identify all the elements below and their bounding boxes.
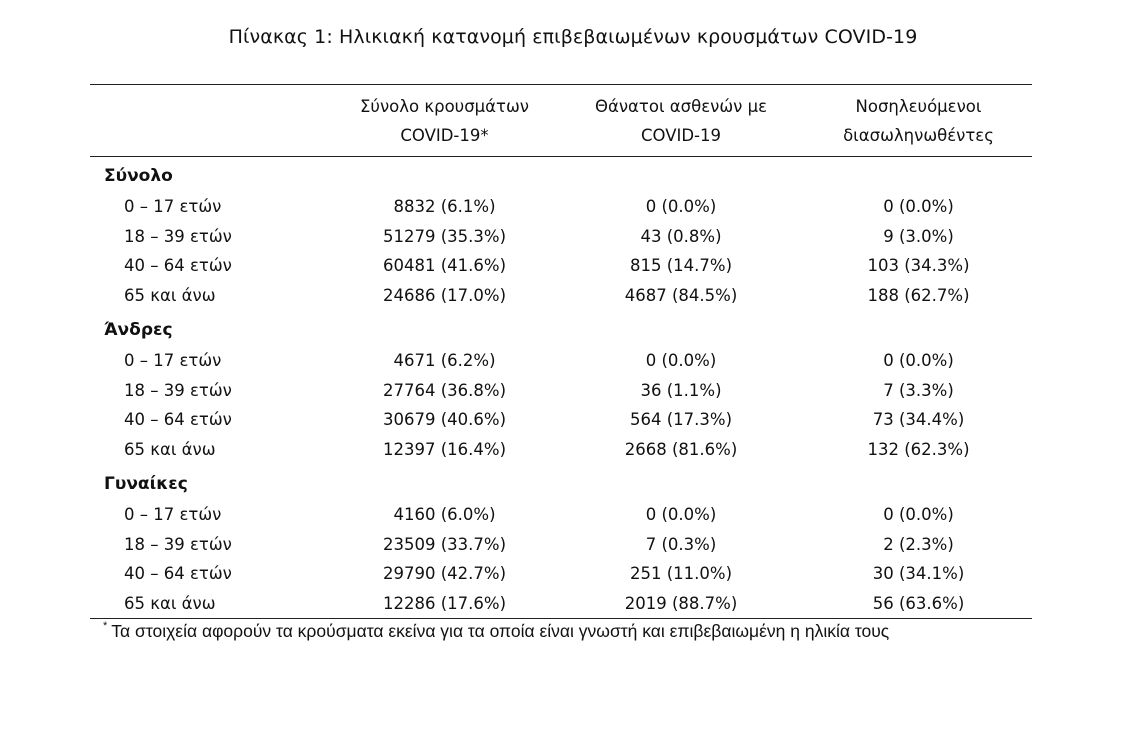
cases-cell: 8832 (6.1%)	[393, 197, 496, 216]
header-intubated-line1: Νοσηλευόμενοι	[855, 96, 982, 116]
deaths-cell: 43 (0.8%)	[640, 226, 722, 246]
header-deaths: Θάνατοι ασθενών με COVID-19	[557, 92, 805, 150]
age-distribution-table: Σύνολο κρουσμάτων COVID-19* Θάνατοι ασθε…	[90, 84, 1032, 619]
table-row: 18 – 39 ετών 27764 (36.8%) 36 (1.1%) 7 (3.3…	[90, 376, 1032, 406]
age-cell: 0 – 17 ετών	[124, 351, 222, 370]
age-cell: 40 – 64 ετών	[124, 410, 232, 429]
deaths-cell: 7 (0.3%)	[645, 534, 717, 554]
cases-cell: 30679 (40.6%)	[382, 410, 507, 429]
table-caption: Πίνακας 1: Ηλικιακή κατανομή επιβεβαιωμέ…	[228, 26, 918, 48]
cases-cell: 60481 (41.6%)	[382, 256, 507, 275]
header-total-cases: Σύνολο κρουσμάτων COVID-19*	[332, 92, 557, 150]
header-deaths-line1: Θάνατοι ασθενών με	[594, 96, 768, 116]
age-cell: 65 και άνω	[124, 439, 216, 459]
table-row: 0 – 17 ετών 4671 (6.2%) 0 (0.0%) 0 (0.0%)	[90, 346, 1032, 376]
footnote-text: Τα στοιχεία αφορούν τα κρούσματα εκείνα …	[111, 621, 890, 641]
deaths-cell: 564 (17.3%)	[629, 410, 733, 429]
intubated-cell: 0 (0.0%)	[883, 505, 954, 524]
header-total-cases-line1: Σύνολο κρουσμάτων	[359, 96, 530, 116]
deaths-cell: 815 (14.7%)	[629, 256, 733, 275]
intubated-cell: 2 (2.3%)	[883, 534, 954, 554]
table-row: 40 – 64 ετών 30679 (40.6%) 564 (17.3%) 73 (…	[90, 405, 1032, 435]
intubated-cell: 73 (34.4%)	[872, 410, 965, 429]
intubated-cell: 56 (63.6%)	[872, 593, 965, 613]
intubated-cell: 0 (0.0%)	[883, 197, 954, 216]
table-row: 0 – 17 ετών 8832 (6.1%) 0 (0.0%) 0 (0.0%)	[90, 192, 1032, 222]
table-group: Σύνολο 0 – 17 ετών 8832 (6.1%) 0 (0.0%) 0 (0…	[90, 161, 1032, 310]
age-cell: 65 και άνω	[124, 593, 216, 613]
table-row: 18 – 39 ετών 23509 (33.7%) 7 (0.3%) 2 (2.3%…	[90, 530, 1032, 560]
group-label: Άνδρες	[104, 320, 173, 340]
cases-cell: 24686 (17.0%)	[382, 285, 507, 305]
header-rule	[90, 156, 1032, 157]
deaths-cell: 2019 (88.7%)	[624, 593, 738, 613]
table-header-row: Σύνολο κρουσμάτων COVID-19* Θάνατοι ασθε…	[90, 85, 1032, 156]
age-cell: 40 – 64 ετών	[124, 564, 232, 583]
footnote: * Τα στοιχεία αφορούν τα κρούσματα εκείνα…	[103, 620, 889, 642]
age-cell: 18 – 39 ετών	[124, 226, 232, 246]
intubated-cell: 103 (34.3%)	[867, 256, 970, 275]
footnote-marker: *	[103, 620, 108, 632]
intubated-cell: 132 (62.3%)	[867, 439, 970, 459]
intubated-cell: 188 (62.7%)	[867, 285, 970, 305]
cases-cell: 51279 (35.3%)	[382, 226, 507, 246]
table-row: 0 – 17 ετών 4160 (6.0%) 0 (0.0%) 0 (0.0%)	[90, 500, 1032, 530]
table-group: Άνδρες 0 – 17 ετών 4671 (6.2%) 0 (0.0%) 0 (0…	[90, 315, 1032, 464]
deaths-cell: 0 (0.0%)	[645, 197, 717, 216]
table-row: 65 και άνω 12397 (16.4%) 2668 (81.6%) 132 (…	[90, 435, 1032, 465]
group-label: Γυναίκες	[104, 474, 188, 494]
age-cell: 40 – 64 ετών	[124, 256, 232, 275]
table-row: 40 – 64 ετών 60481 (41.6%) 815 (14.7%) 103 …	[90, 251, 1032, 281]
age-cell: 18 – 39 ετών	[124, 380, 232, 400]
deaths-cell: 4687 (84.5%)	[624, 285, 738, 305]
deaths-cell: 36 (1.1%)	[640, 380, 722, 400]
header-intubated: Νοσηλευόμενοι διασωληνωθέντες	[805, 92, 1032, 150]
cases-cell: 12397 (16.4%)	[382, 439, 507, 459]
top-rule	[90, 84, 1032, 85]
table-group: Γυναίκες 0 – 17 ετών 4160 (6.0%) 0 (0.0%) 0 …	[90, 469, 1032, 618]
intubated-cell: 9 (3.0%)	[883, 226, 954, 246]
table-row: 65 και άνω 12286 (17.6%) 2019 (88.7%) 56 (6…	[90, 589, 1032, 619]
table-row: 65 και άνω 24686 (17.0%) 4687 (84.5%) 188 (…	[90, 281, 1032, 311]
deaths-cell: 0 (0.0%)	[645, 505, 717, 524]
cases-cell: 4160 (6.0%)	[393, 505, 496, 524]
header-total-cases-line2: COVID-19*	[400, 125, 489, 145]
cases-cell: 12286 (17.6%)	[382, 593, 507, 613]
table-row: 18 – 39 ετών 51279 (35.3%) 43 (0.8%) 9 (3.0…	[90, 222, 1032, 252]
cases-cell: 27764 (36.8%)	[382, 380, 507, 400]
age-cell: 0 – 17 ετών	[124, 505, 222, 524]
table-body: Σύνολο 0 – 17 ετών 8832 (6.1%) 0 (0.0%) 0 (0…	[90, 157, 1032, 618]
table-row: 40 – 64 ετών 29790 (42.7%) 251 (11.0%) 30 (…	[90, 559, 1032, 589]
intubated-cell: 7 (3.3%)	[883, 380, 954, 400]
cases-cell: 4671 (6.2%)	[393, 351, 496, 370]
intubated-cell: 0 (0.0%)	[883, 351, 954, 370]
age-cell: 65 και άνω	[124, 285, 216, 305]
cases-cell: 29790 (42.7%)	[382, 564, 507, 583]
intubated-cell: 30 (34.1%)	[872, 564, 965, 583]
bottom-rule	[90, 618, 1032, 619]
group-label: Σύνολο	[104, 166, 173, 186]
deaths-cell: 0 (0.0%)	[645, 351, 717, 370]
header-deaths-line2: COVID-19	[640, 125, 722, 145]
deaths-cell: 251 (11.0%)	[629, 564, 733, 583]
age-cell: 0 – 17 ετών	[124, 197, 222, 216]
header-intubated-line2: διασωληνωθέντες	[843, 125, 994, 145]
age-cell: 18 – 39 ετών	[124, 534, 232, 554]
cases-cell: 23509 (33.7%)	[382, 534, 507, 554]
deaths-cell: 2668 (81.6%)	[624, 439, 738, 459]
